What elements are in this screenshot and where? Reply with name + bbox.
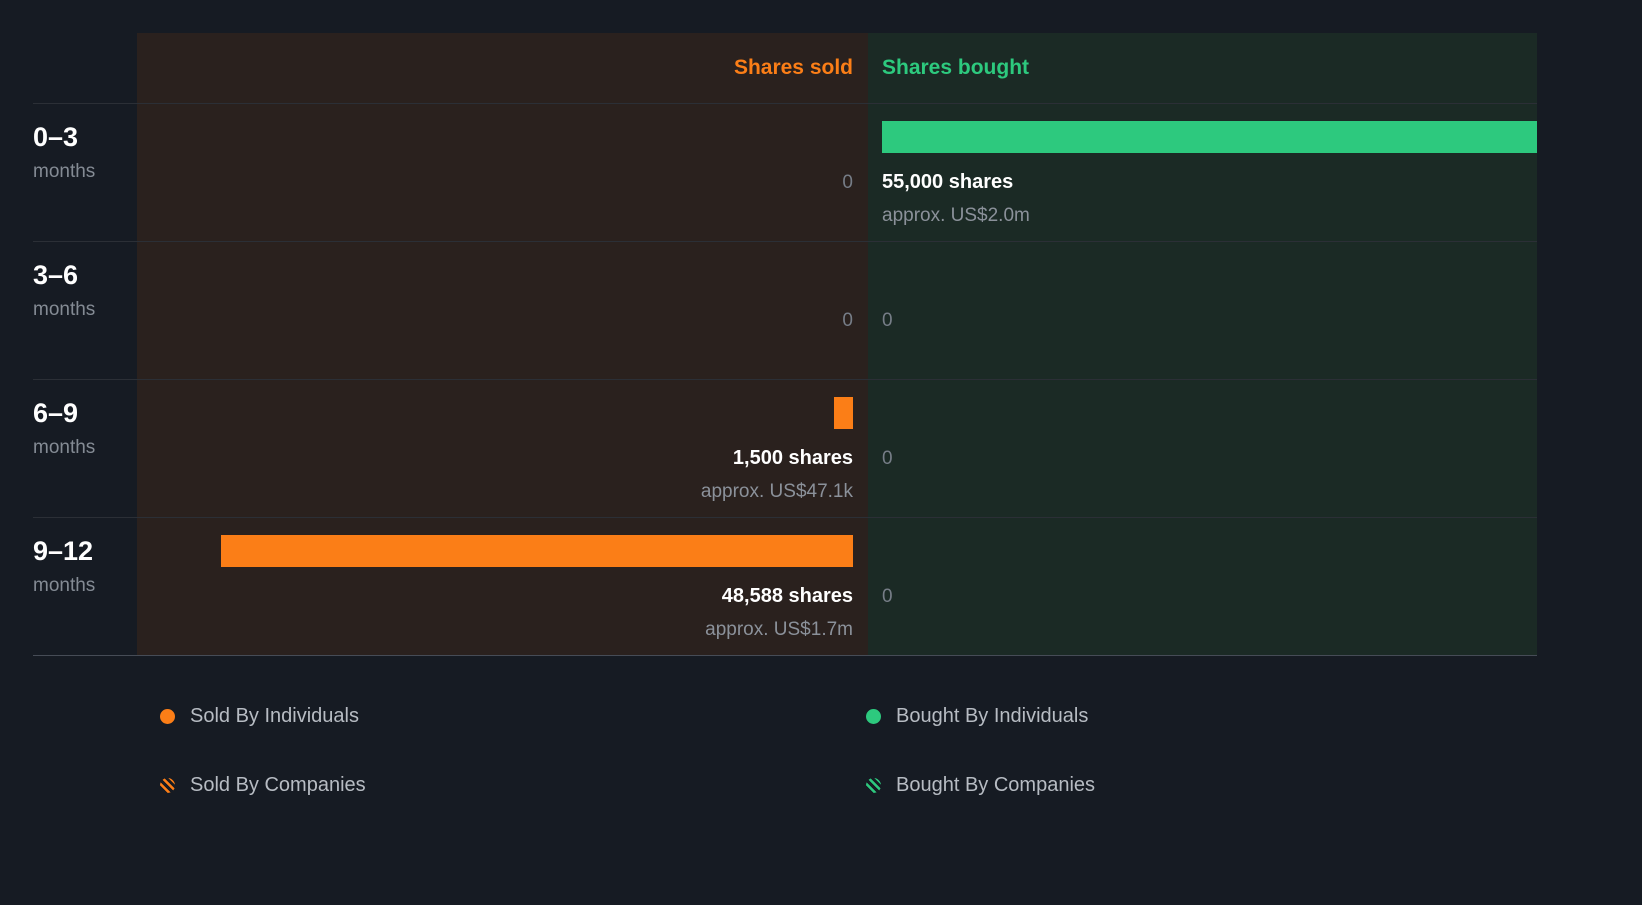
shares-bought-header: Shares bought [882,56,1030,79]
shares-bought-header-cell: Shares bought [868,33,1537,103]
sold-value-line: 48,588 shares [137,583,853,610]
sold-cell: 0 [137,104,868,241]
shares-sold-header: Shares sold [733,56,853,79]
bought-approx-value: approx. US$2.0m [882,205,1030,226]
period-cell: 9–12 months [33,518,137,655]
bought-value-line: 0 [882,445,1537,472]
bought-zero-value: 0 [882,448,893,469]
period-cell: 3–6 months [33,242,137,379]
sold-individuals-dot-icon [160,708,175,724]
bought-cell: 55,000 shares approx. US$2.0m [868,104,1537,241]
sold-approx-value: approx. US$47.1k [700,481,853,502]
bought-value-line: 0 [882,307,1537,334]
sold-shares-value: 1,500 shares [732,447,853,469]
legend-sold-individuals: Sold By Individuals [160,696,866,736]
bought-bar[interactable] [882,121,1537,153]
sold-bar[interactable] [833,397,853,429]
sold-cell: 48,588 shares approx. US$1.7m [137,518,868,655]
chart-row-9-12-months: 9–12 months 48,588 shares approx. US$1.7… [33,517,1537,655]
chart-row-0-3-months: 0–3 months 0 55,000 shares approx. US$2.… [33,103,1537,241]
bought-zero-value: 0 [882,310,893,331]
bought-value-line: 55,000 shares [882,169,1537,196]
legend-label-sold-companies: Sold By Companies [190,773,366,796]
period-label: 3–6 [33,260,79,290]
period-cell: 0–3 months [33,104,137,241]
period-unit: months [33,161,96,182]
period-unit: months [33,575,96,596]
bought-cell: 0 [868,380,1537,517]
period-label: 6–9 [33,398,79,428]
sold-approx-value: approx. US$1.7m [705,619,853,640]
period-unit: months [33,437,96,458]
sold-value-line: 1,500 shares [137,445,853,472]
sold-companies-hatched-dot-icon [160,777,175,793]
sold-zero-value: 0 [842,172,853,193]
bought-individuals-dot-icon [866,708,881,724]
sold-cell: 1,500 shares approx. US$47.1k [137,380,868,517]
chart-row-6-9-months: 6–9 months 1,500 shares approx. US$47.1k… [33,379,1537,517]
period-cell: 6–9 months [33,380,137,517]
sold-cell: 0 [137,242,868,379]
shares-sold-header-cell: Shares sold [137,33,868,103]
bought-shares-value: 55,000 shares [882,171,1014,193]
legend-sold-companies: Sold By Companies [160,765,866,805]
sold-zero-value: 0 [842,310,853,331]
chart-row-3-6-months: 3–6 months 0 0 [33,241,1537,379]
bought-zero-value: 0 [882,586,893,607]
bought-cell: 0 [868,242,1537,379]
legend-label-sold-individuals: Sold By Individuals [190,704,359,727]
period-label: 0–3 [33,122,79,152]
legend-bought-companies: Bought By Companies [866,765,1642,805]
bought-cell: 0 [868,518,1537,655]
header-spacer [33,33,137,103]
legend-bought-individuals: Bought By Individuals [866,696,1642,736]
sold-shares-value: 48,588 shares [721,585,853,607]
sold-bar[interactable] [220,535,853,567]
chart-legend: Sold By Individuals Bought By Individual… [160,696,1642,805]
bought-companies-hatched-dot-icon [866,777,881,793]
chart-header-row: Shares sold Shares bought [33,33,1537,103]
sold-value-line: 0 [137,169,853,196]
legend-label-bought-individuals: Bought By Individuals [896,704,1089,727]
period-unit: months [33,299,96,320]
legend-label-bought-companies: Bought By Companies [896,773,1096,796]
insider-trading-chart: Shares sold Shares bought 0–3 months 0 5… [33,33,1537,656]
sold-value-line: 0 [137,307,853,334]
period-label: 9–12 [33,536,94,566]
bought-value-line: 0 [882,583,1537,610]
